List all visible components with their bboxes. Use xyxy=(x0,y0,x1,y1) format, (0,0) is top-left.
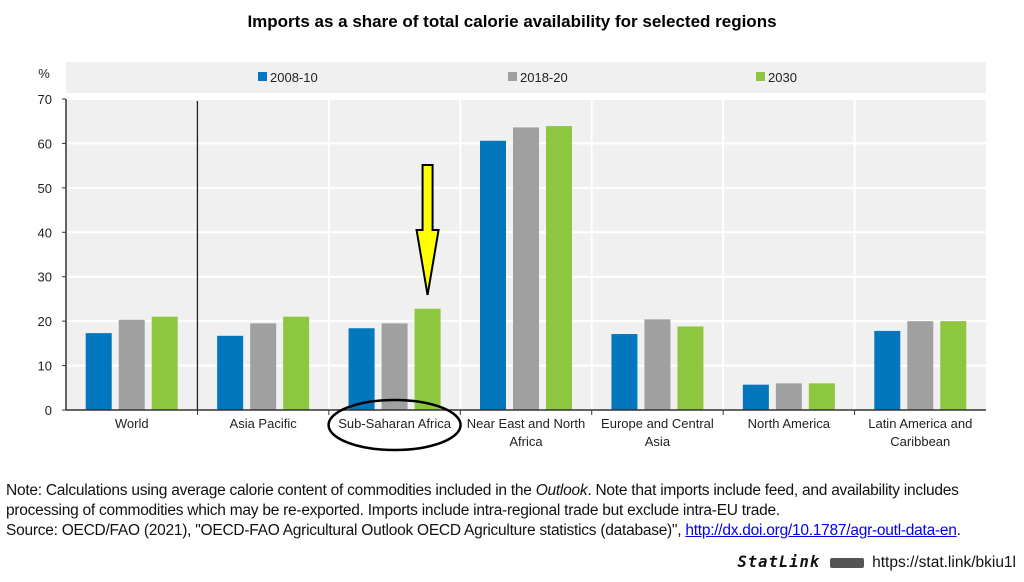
legend-band xyxy=(66,62,986,93)
x-tick-label: Europe and Central xyxy=(601,416,714,431)
bar-2008-10-latin-america-and-caribbean xyxy=(874,330,901,410)
legend-swatch-2030 xyxy=(756,72,765,81)
bar-2030-latin-america-and-caribbean xyxy=(940,321,967,410)
x-tick-label: Latin America and xyxy=(868,416,972,431)
y-tick-label: 50 xyxy=(38,181,52,196)
x-tick-label: Asia Pacific xyxy=(230,416,298,431)
statlink: StatLink https://stat.link/bkiu1l xyxy=(737,553,1016,572)
legend-swatch-2018-20 xyxy=(508,72,517,81)
bar-2018-20-latin-america-and-caribbean xyxy=(907,321,934,410)
statlink-label: StatLink xyxy=(737,553,821,571)
note-line-1: Note: Calculations using average calorie… xyxy=(6,482,959,500)
bar-2008-10-near-east-and-north-africa xyxy=(480,140,506,410)
y-axis-unit: % xyxy=(38,66,50,81)
bar-2030-sub-saharan-africa xyxy=(414,308,441,410)
x-tick-label: Africa xyxy=(509,434,543,449)
x-tick-label: Sub-Saharan Africa xyxy=(338,416,452,431)
bar-2030-europe-and-central-asia xyxy=(677,326,704,410)
bar-2018-20-near-east-and-north-africa xyxy=(513,127,539,410)
bar-2030-world xyxy=(151,316,178,410)
y-tick-label: 10 xyxy=(38,359,52,374)
source-text: Source: OECD/FAO (2021), "OECD-FAO Agric… xyxy=(6,522,686,539)
down-arrow-icon xyxy=(415,164,440,296)
bar-2030-north-america xyxy=(808,383,835,410)
bar-2008-10-asia-pacific xyxy=(217,335,244,410)
note-text-end: . Note that imports include feed, and av… xyxy=(587,482,959,499)
note-text: Note: Calculations using average calorie… xyxy=(6,482,536,499)
bar-2008-10-north-america xyxy=(742,384,769,410)
note-line-2: processing of commodities which may be r… xyxy=(6,502,780,519)
legend-label: 2008-10 xyxy=(270,70,318,85)
y-tick-label: 70 xyxy=(38,92,52,107)
bar-chart: Imports as a share of total calorie avai… xyxy=(38,12,986,452)
bar-2018-20-sub-saharan-africa xyxy=(381,323,408,410)
y-tick-label: 40 xyxy=(38,225,52,240)
bar-2018-20-world xyxy=(118,319,145,410)
y-tick-label: 30 xyxy=(38,270,52,285)
x-tick-label: North America xyxy=(748,416,831,431)
bar-2008-10-europe-and-central-asia xyxy=(611,334,638,410)
source-link[interactable]: http://dx.doi.org/10.1787/agr-outl-data-… xyxy=(685,522,957,539)
y-tick-label: 0 xyxy=(45,403,52,418)
bar-2030-near-east-and-north-africa xyxy=(546,126,572,410)
bar-2018-20-asia-pacific xyxy=(250,323,277,410)
note-italic: Outlook xyxy=(535,482,588,499)
legend-swatch-2008-10 xyxy=(258,72,267,81)
x-tick-label: Asia xyxy=(645,434,671,449)
bar-2008-10-world xyxy=(85,333,112,410)
y-tick-label: 20 xyxy=(38,314,52,329)
highlight-ellipse xyxy=(327,398,462,452)
bar-2008-10-sub-saharan-africa xyxy=(348,328,375,410)
x-tick-label: Caribbean xyxy=(890,434,950,449)
bar-2030-asia-pacific xyxy=(283,316,310,410)
legend-label: 2030 xyxy=(768,70,797,85)
statlink-logo-icon xyxy=(830,557,865,568)
bar-2018-20-europe-and-central-asia xyxy=(644,319,671,410)
legend-label: 2018-20 xyxy=(520,70,568,85)
bar-2018-20-north-america xyxy=(775,383,802,410)
x-tick-label: Near East and North xyxy=(467,416,586,431)
source-line: Source: OECD/FAO (2021), "OECD-FAO Agric… xyxy=(6,522,961,539)
chart-title: Imports as a share of total calorie avai… xyxy=(247,12,776,31)
x-tick-label: World xyxy=(115,416,149,431)
statlink-url[interactable]: https://stat.link/bkiu1l xyxy=(872,554,1016,571)
y-tick-label: 60 xyxy=(38,136,52,151)
